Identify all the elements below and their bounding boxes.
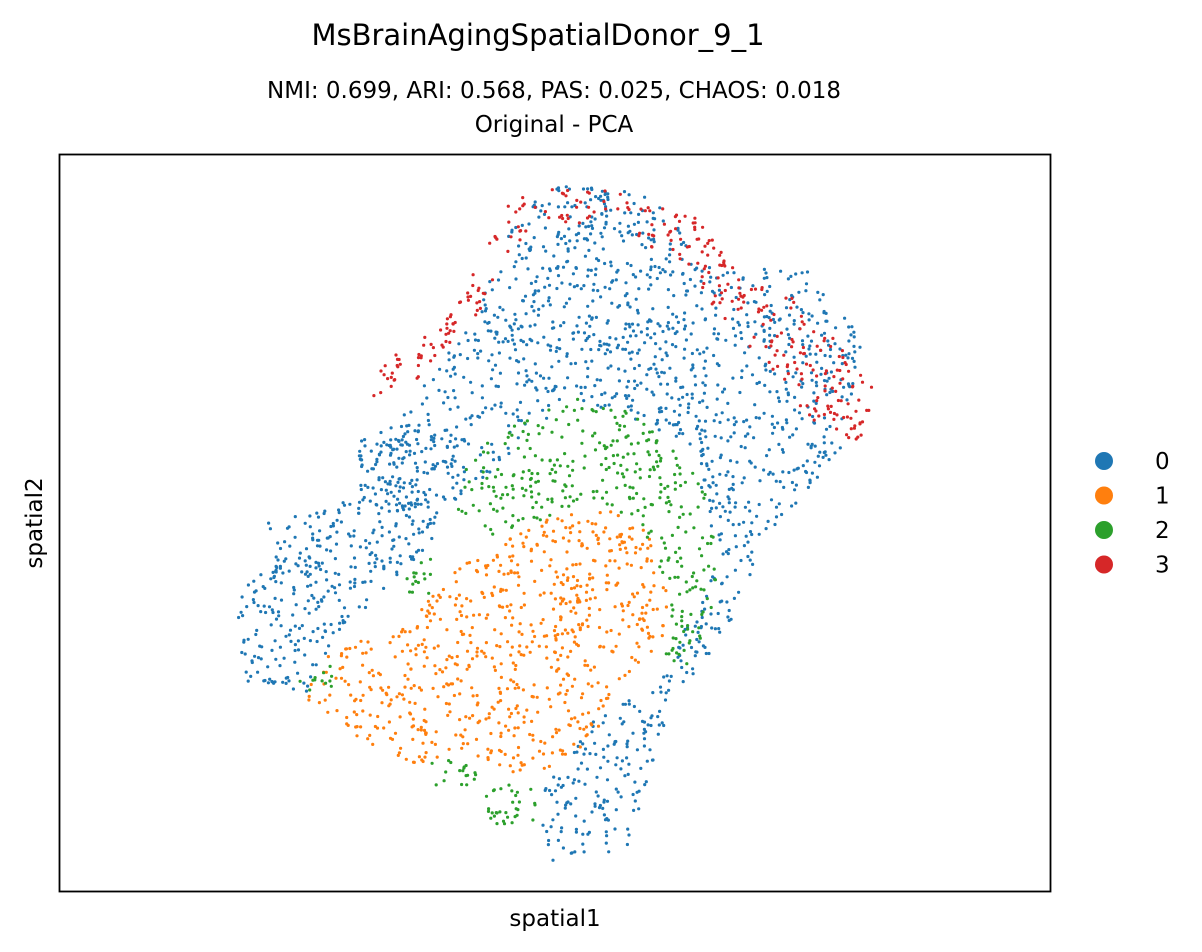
series-1-points (307, 510, 669, 774)
legend-label-3: 3 (1155, 553, 1170, 579)
legend-marker-3 (1095, 555, 1113, 574)
chart-title: MsBrainAgingSpatialDonor_9_1 (311, 18, 764, 52)
legend-marker-0 (1095, 452, 1113, 470)
x-axis-label: spatial1 (509, 906, 600, 932)
scatter-points (237, 185, 874, 862)
plot-frame (58, 153, 1052, 893)
y-axis-label: spatial2 (22, 477, 48, 568)
chart-subtitle-metrics: NMI: 0.699, ARI: 0.568, PAS: 0.025, CHAO… (267, 78, 841, 104)
series-0-points (237, 185, 862, 862)
legend-marker-2 (1095, 521, 1113, 539)
legend-marker-1 (1095, 486, 1113, 505)
chart-subtitle-method: Original - PCA (475, 112, 634, 138)
series-3-points (372, 188, 874, 441)
legend: 0 1 2 3 (1095, 449, 1170, 579)
legend-label-2: 2 (1155, 518, 1170, 544)
legend-label-1: 1 (1155, 484, 1170, 510)
legend-label-0: 0 (1155, 449, 1170, 475)
series-2-points (298, 397, 718, 826)
